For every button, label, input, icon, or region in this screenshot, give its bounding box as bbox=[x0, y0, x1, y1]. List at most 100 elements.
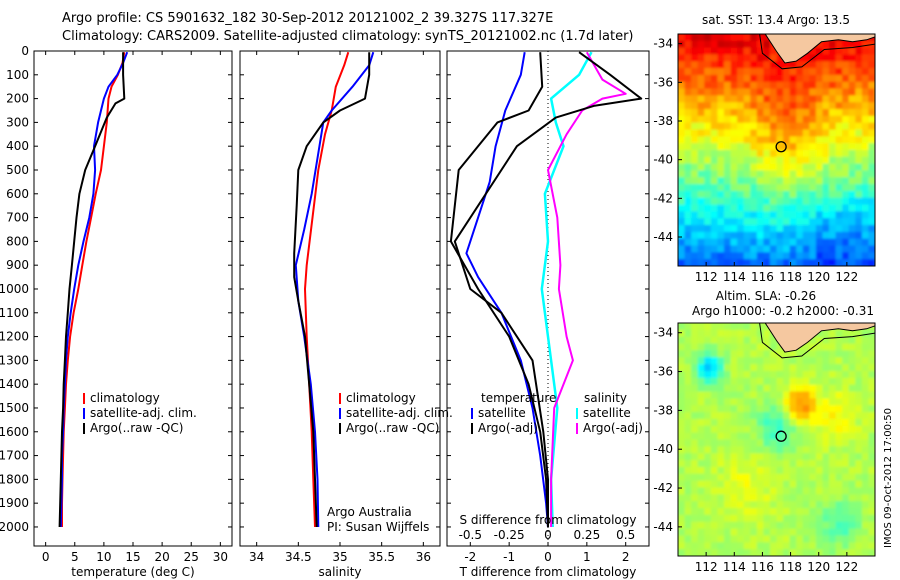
depth-tick-label: 1800 bbox=[0, 472, 29, 486]
sla-cell bbox=[743, 446, 752, 455]
sla-cell bbox=[684, 329, 693, 338]
sla-cell bbox=[730, 370, 739, 379]
sla-cell bbox=[730, 323, 739, 331]
depth-tick-label: 900 bbox=[6, 258, 29, 272]
sst-cell bbox=[704, 102, 712, 111]
sla-cell bbox=[750, 514, 758, 523]
sst-cell bbox=[868, 259, 875, 266]
sst-cell bbox=[750, 136, 758, 145]
sla-cell bbox=[769, 460, 778, 468]
sla-cell bbox=[691, 323, 699, 331]
sst-cell bbox=[809, 109, 817, 117]
sla-cell bbox=[796, 398, 804, 407]
sla-cell bbox=[875, 494, 883, 502]
sla-cell bbox=[842, 514, 850, 523]
sla-cell bbox=[704, 453, 712, 462]
sla-cell bbox=[776, 405, 785, 414]
sst-cell bbox=[756, 40, 765, 49]
sst-cell bbox=[848, 74, 857, 83]
sst-cell bbox=[697, 68, 706, 76]
sla-cell bbox=[796, 364, 804, 372]
sst-cell bbox=[743, 95, 752, 104]
sla-cell bbox=[835, 508, 844, 516]
sst-cell bbox=[750, 218, 758, 227]
sst-cell bbox=[704, 170, 712, 179]
sla-cell bbox=[678, 432, 686, 441]
sst-cell bbox=[717, 211, 725, 220]
sla-cell bbox=[829, 384, 837, 393]
sla-cell bbox=[750, 391, 758, 400]
sst-cell bbox=[684, 74, 693, 83]
sst-cell bbox=[750, 204, 758, 213]
sla-cell bbox=[861, 418, 870, 427]
sla-cell bbox=[743, 357, 752, 366]
sla-cell bbox=[730, 528, 739, 537]
sla-cell bbox=[763, 514, 771, 523]
sst-cell bbox=[835, 81, 844, 90]
sst-cell bbox=[855, 231, 863, 240]
sla-cell bbox=[802, 473, 811, 482]
sst-cell bbox=[842, 225, 850, 233]
sst-cell bbox=[678, 81, 686, 90]
sst-cell bbox=[848, 259, 857, 266]
sla-cell bbox=[763, 412, 771, 420]
sst-cell bbox=[809, 231, 817, 240]
sla-cell bbox=[710, 494, 719, 503]
sst-cell bbox=[763, 47, 771, 56]
sst-cell bbox=[717, 184, 725, 192]
pi-name-label: PI: Susan Wijffels bbox=[327, 520, 429, 534]
sst-cell bbox=[684, 177, 693, 186]
sla-cell bbox=[809, 418, 817, 427]
sst-cell bbox=[763, 190, 771, 199]
sst-cell bbox=[723, 102, 732, 111]
sla-cell bbox=[710, 377, 719, 386]
sst-cell bbox=[802, 225, 811, 233]
sst-cell bbox=[684, 109, 693, 117]
sst-cell bbox=[783, 225, 791, 233]
sla-cell bbox=[868, 501, 875, 510]
sst-cell bbox=[710, 218, 719, 227]
sla-cell bbox=[710, 480, 719, 489]
sst-cell bbox=[691, 102, 699, 111]
sst-cell bbox=[875, 164, 883, 172]
t-diff-tick-label: 1 bbox=[583, 550, 591, 564]
sst-cell bbox=[789, 225, 798, 233]
sla-cell bbox=[697, 350, 706, 359]
sst-cell bbox=[723, 204, 732, 213]
sla-cell bbox=[710, 370, 719, 379]
sst-cell bbox=[769, 211, 778, 220]
sst-cell bbox=[861, 163, 870, 172]
sst-cell bbox=[763, 245, 771, 254]
sst-cell bbox=[717, 225, 725, 233]
legend-group-title: temperature bbox=[481, 391, 556, 405]
sst-cell bbox=[776, 170, 785, 179]
sst-cell bbox=[796, 238, 804, 247]
sla-map bbox=[678, 323, 883, 556]
sla-cell bbox=[861, 343, 870, 352]
sla-cell bbox=[842, 521, 850, 530]
sst-cell bbox=[737, 54, 745, 63]
sla-cell bbox=[855, 350, 863, 359]
sla-cell bbox=[815, 480, 824, 489]
sst-cell bbox=[750, 81, 758, 90]
sst-cell bbox=[710, 252, 719, 261]
sla-cell bbox=[710, 501, 719, 510]
sst-cell bbox=[815, 156, 824, 165]
sla-cell bbox=[763, 405, 771, 414]
sla-cell bbox=[743, 398, 752, 407]
sst-map-frame bbox=[677, 33, 876, 267]
sla-cell bbox=[783, 466, 791, 475]
sst-cell bbox=[756, 190, 765, 199]
sst-cell bbox=[868, 129, 875, 138]
sla-cell bbox=[776, 391, 785, 400]
sst-cell bbox=[829, 122, 837, 131]
sst-cell bbox=[737, 197, 745, 206]
sla-cell bbox=[723, 453, 732, 462]
sst-cell bbox=[743, 252, 752, 261]
sst-cell bbox=[868, 177, 875, 186]
sla-cell bbox=[835, 549, 844, 556]
depth-tick-label: 700 bbox=[6, 211, 29, 225]
sst-cell bbox=[685, 266, 693, 274]
sst-cell bbox=[842, 197, 850, 206]
sst-cell bbox=[730, 184, 739, 192]
